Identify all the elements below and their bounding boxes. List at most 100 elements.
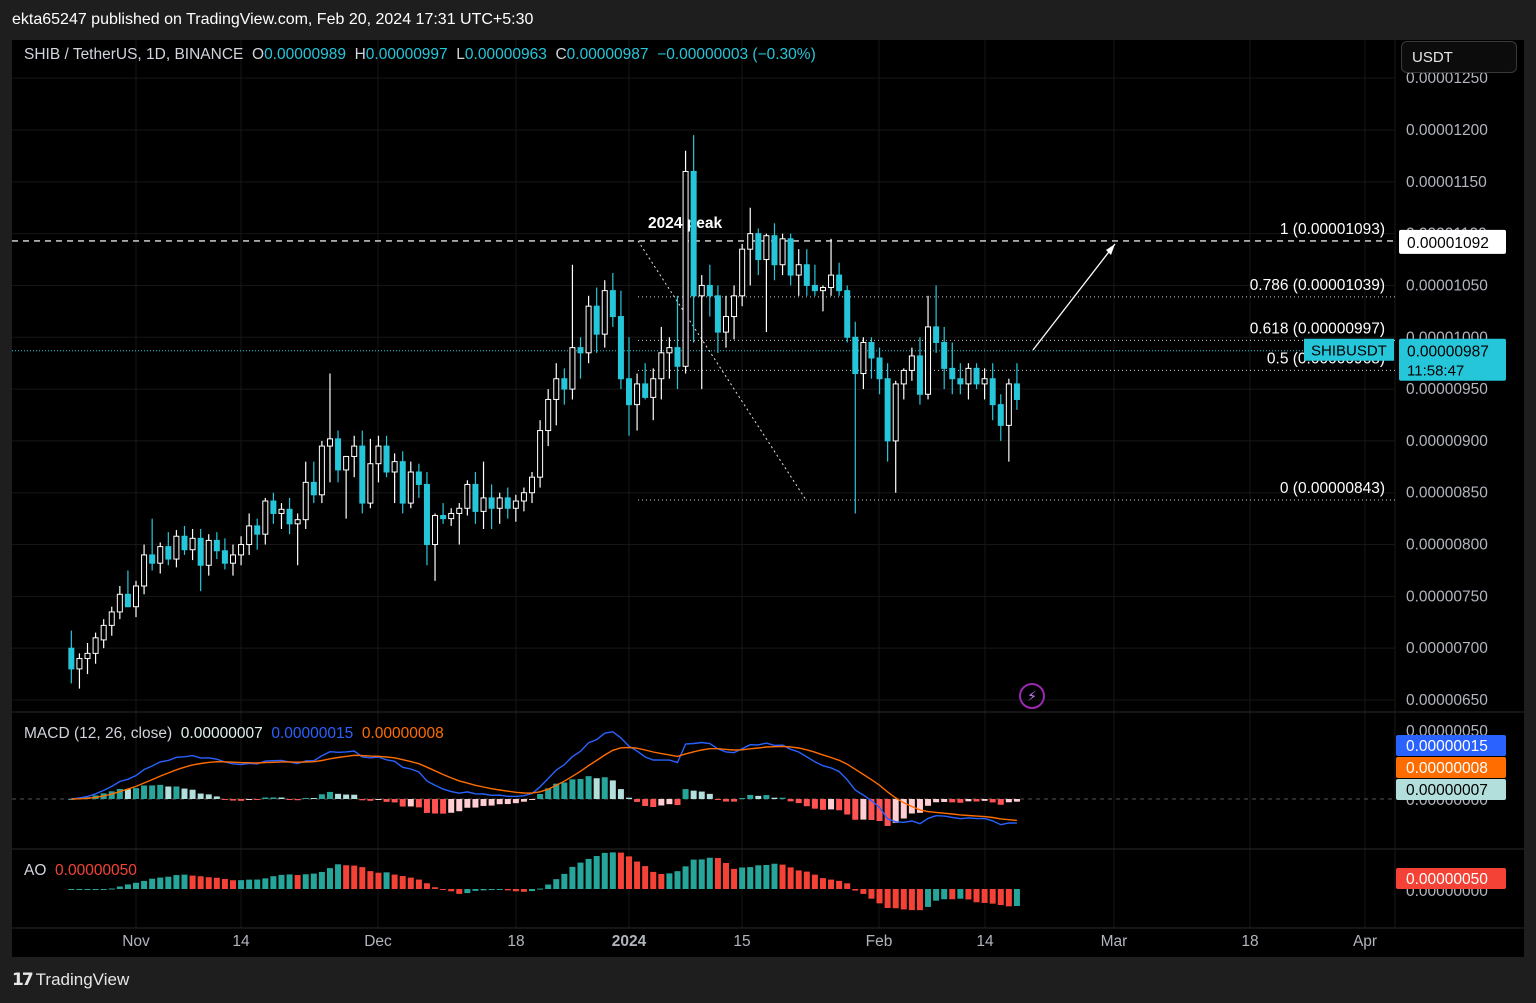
chart-frame — [12, 40, 1524, 957]
ao-histogram-bar — [141, 880, 148, 889]
ao-histogram-bar — [213, 877, 220, 889]
candle-body — [747, 233, 754, 250]
ao-histogram-bar — [795, 870, 802, 889]
macd-histogram-bar — [254, 799, 261, 800]
ao-histogram-bar — [520, 889, 527, 892]
ao-histogram-bar — [173, 875, 180, 889]
signal-line — [71, 745, 1017, 822]
currency-button[interactable]: USDT — [1401, 41, 1517, 73]
candle-body — [731, 295, 738, 318]
ao-histogram-bar — [432, 887, 439, 889]
ao-histogram-bar — [359, 867, 366, 889]
ao-histogram-bar — [755, 865, 762, 889]
ao-histogram-bar — [100, 889, 107, 890]
macd-histogram-bar — [989, 799, 996, 803]
macd-histogram-bar — [262, 797, 269, 799]
low-value: 0.00000963 — [464, 46, 547, 63]
macd-histogram-bar — [537, 794, 544, 799]
macd-histogram-bar — [997, 799, 1004, 805]
ao-histogram-bar — [868, 889, 875, 899]
tv-mark-icon: 17 — [12, 970, 34, 990]
candle-body — [512, 500, 519, 509]
ao-histogram-bar — [197, 876, 204, 889]
macd-histogram-bar — [965, 799, 972, 802]
ao-histogram-bar — [278, 874, 285, 889]
macd-histogram-bar — [294, 799, 301, 801]
macd-histogram-bar — [270, 797, 277, 799]
candle-body — [860, 341, 867, 375]
close-label: C — [555, 46, 567, 63]
macd-histogram-bar — [310, 798, 317, 800]
ao-histogram-bar — [488, 889, 495, 891]
ao-histogram-bar — [157, 877, 164, 889]
ao-histogram-bar — [989, 889, 996, 904]
ao-histogram-bar — [440, 889, 447, 890]
candle-body — [100, 624, 107, 641]
ao-histogram-bar — [916, 889, 923, 911]
ao-histogram-bar — [698, 859, 705, 889]
ao-histogram-bar — [763, 865, 770, 889]
macd-histogram-bar — [731, 799, 738, 802]
macd-histogram-bar — [795, 799, 802, 804]
macd-histogram-bar — [957, 799, 964, 803]
candle-body — [116, 593, 123, 613]
tradingview-logo: 17 TradingView — [12, 970, 130, 990]
ao-histogram-bar — [456, 889, 463, 894]
macd-value-tag — [1396, 779, 1506, 800]
ao-histogram-bar — [205, 877, 212, 889]
macd-value-tag-text: 0.00000007 — [1406, 782, 1488, 799]
macd-histogram-bar — [706, 793, 713, 799]
candle-body — [472, 483, 479, 512]
candle-body — [892, 383, 899, 442]
ao-histogram-bar — [310, 873, 317, 889]
ao-histogram-bar — [108, 888, 115, 890]
fib-trend-line — [637, 240, 807, 501]
candle-body — [343, 455, 350, 471]
ao-histogram-bar — [383, 872, 390, 889]
ao-histogram-bar — [512, 889, 519, 892]
candle-body — [205, 539, 212, 566]
time-tick-label: 18 — [1241, 933, 1258, 950]
macd-histogram-bar — [391, 799, 398, 803]
time-tick-label: Mar — [1101, 933, 1128, 950]
macd-histogram-bar — [690, 790, 697, 799]
ao-histogram-bar — [407, 877, 414, 889]
macd-histogram-bar — [642, 799, 649, 806]
symbol-tag — [1304, 338, 1394, 361]
macd-histogram-bar — [925, 799, 932, 806]
ao-histogram-bar — [925, 889, 932, 907]
ao-histogram-bar — [706, 857, 713, 889]
candle-body — [609, 290, 616, 318]
lightning-icon[interactable]: ⚡ — [1019, 683, 1045, 709]
macd-histogram-bar — [617, 789, 624, 799]
macd-histogram-bar — [448, 799, 455, 813]
candle-body — [141, 554, 148, 587]
candle-body — [92, 637, 99, 654]
ao-histogram-bar — [811, 874, 818, 889]
candle-body — [836, 274, 843, 292]
candle-body — [941, 341, 948, 369]
candle-body — [504, 497, 511, 509]
ao-label: AO — [24, 862, 47, 879]
candle-body — [601, 290, 608, 335]
macd-histogram-bar — [221, 799, 228, 800]
publisher-text: ekta65247 published on TradingView.com, … — [12, 11, 534, 28]
macd-histogram-bar — [149, 785, 156, 799]
ao-histogram-bar — [76, 889, 83, 890]
open-label: O — [252, 46, 265, 63]
fib-level-label: 0.786 (0.00001039) — [1250, 277, 1385, 294]
ao-histogram-bar — [529, 889, 536, 892]
open-value: 0.00000989 — [264, 46, 346, 63]
ao-histogram-bar — [658, 873, 665, 889]
macd-histogram-bar — [900, 799, 907, 819]
candle-body — [432, 515, 439, 546]
candle-body — [262, 500, 269, 535]
ao-histogram-bar — [1005, 889, 1012, 907]
macd-histogram-bar — [819, 799, 826, 810]
macd-histogram-bar — [755, 795, 762, 799]
ao-histogram-bar — [472, 889, 479, 891]
candle-body — [520, 492, 527, 502]
ao-histogram-bar — [941, 889, 948, 900]
price-tick-label: 0.00001050 — [1406, 277, 1488, 294]
